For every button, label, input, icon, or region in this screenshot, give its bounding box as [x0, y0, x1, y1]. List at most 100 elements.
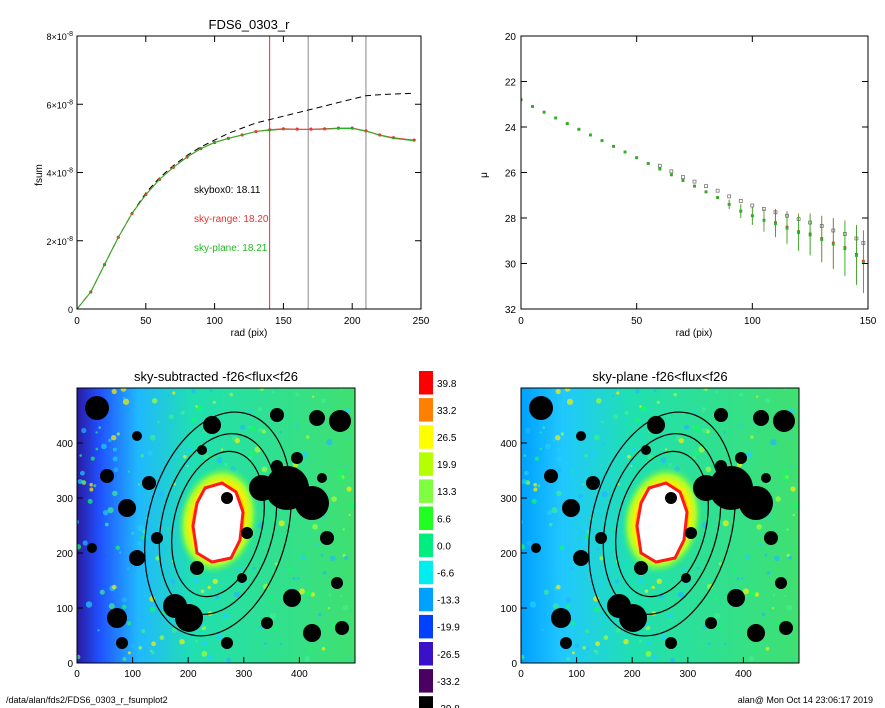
texture-speck	[791, 656, 795, 661]
texture-speck	[771, 607, 775, 610]
texture-speck	[103, 510, 109, 516]
texture-speck	[759, 543, 763, 547]
texture-speck	[130, 643, 136, 648]
masked-source	[560, 637, 572, 649]
texture-speck	[521, 654, 525, 660]
texture-speck	[248, 409, 253, 414]
texture-speck	[624, 410, 629, 415]
masked-source	[529, 396, 553, 420]
texture-speck	[258, 626, 262, 630]
texture-speck	[82, 540, 88, 546]
masked-source	[562, 499, 580, 517]
texture-speck	[257, 427, 263, 433]
texture-speck	[292, 577, 296, 580]
data-point	[861, 260, 865, 264]
texture-speck	[320, 553, 324, 557]
texture-speck	[342, 528, 345, 531]
texture-speck	[529, 601, 537, 608]
texture-speck	[167, 394, 170, 397]
texture-speck	[714, 612, 721, 620]
texture-speck	[764, 398, 770, 404]
data-point	[727, 202, 731, 206]
texture-speck	[169, 414, 174, 420]
colorbar-swatch	[419, 425, 433, 449]
masked-source	[116, 637, 128, 649]
masked-source	[735, 452, 747, 464]
colorbar-label: 13.3	[437, 487, 457, 498]
texture-speck	[635, 388, 640, 394]
texture-speck	[639, 405, 642, 408]
data-point	[819, 224, 824, 228]
texture-speck	[348, 514, 351, 516]
colorbar: 39.8 33.2 26.5 19.9 13.3 6.6 0.0 -6.6 -13.3 -19.9…	[419, 371, 460, 708]
texture-speck	[301, 554, 306, 560]
texture-speck	[595, 641, 600, 647]
texture-speck	[521, 544, 526, 550]
x-tick-label: 100	[124, 669, 141, 680]
texture-speck	[249, 425, 256, 432]
texture-speck	[616, 391, 620, 395]
data-point	[750, 203, 755, 208]
x-tick-label: 200	[624, 669, 641, 680]
texture-speck	[288, 568, 293, 573]
texture-speck	[338, 476, 344, 482]
mu-chart: 0 50 100 150 20 22 24 26 28 30 32 rad (pix) μ	[479, 32, 877, 339]
texture-speck	[254, 645, 258, 648]
masked-source	[203, 416, 221, 434]
data-point	[704, 184, 708, 188]
masked-source	[241, 527, 253, 539]
masked-source	[320, 531, 334, 545]
masked-source	[132, 431, 142, 441]
texture-speck	[119, 551, 122, 554]
texture-speck	[705, 466, 712, 473]
texture-speck	[772, 593, 776, 597]
texture-speck	[127, 470, 130, 473]
y-tick-label: 26	[505, 169, 517, 180]
texture-speck	[591, 450, 598, 456]
y-tick-label: 0	[67, 659, 73, 670]
texture-speck	[718, 562, 722, 566]
y-tick-label: 400	[56, 439, 73, 450]
data-point	[612, 144, 615, 148]
texture-speck	[278, 520, 285, 527]
x-tick-label: 0	[74, 316, 80, 327]
texture-speck	[298, 588, 305, 595]
masked-source	[665, 492, 677, 504]
file-path: /data/alan/fds2/FDS6_0303_r_fsumplot2	[6, 695, 168, 705]
colorbar-label: 6.6	[437, 514, 451, 525]
texture-speck	[547, 510, 553, 516]
texture-speck	[183, 455, 187, 459]
masked-source	[197, 445, 207, 455]
texture-speck	[556, 584, 561, 590]
texture-speck	[206, 654, 213, 661]
texture-speck	[149, 434, 156, 441]
texture-speck	[137, 541, 143, 546]
texture-speck	[556, 456, 562, 462]
texture-speck	[656, 578, 662, 584]
texture-speck	[142, 647, 146, 651]
x-tick-label: 0	[74, 669, 80, 680]
texture-speck	[596, 547, 600, 551]
colorbar-label: -19.9	[437, 623, 460, 634]
texture-speck	[610, 527, 614, 530]
texture-speck	[565, 597, 572, 603]
texture-speck	[539, 431, 542, 434]
texture-speck	[566, 398, 574, 405]
texture-speck	[790, 435, 794, 439]
texture-speck	[97, 629, 100, 632]
texture-speck	[127, 651, 131, 655]
texture-speck	[85, 601, 93, 608]
data-point	[716, 196, 720, 199]
texture-speck	[171, 627, 177, 633]
data-point	[669, 173, 673, 177]
texture-speck	[696, 566, 700, 570]
texture-speck	[116, 432, 120, 436]
texture-speck	[660, 457, 667, 464]
y-tick-label: 20	[505, 32, 517, 43]
texture-speck	[792, 388, 795, 391]
texture-speck	[603, 635, 609, 640]
data-point	[692, 179, 697, 184]
texture-speck	[545, 443, 551, 450]
colorbar-label: -6.6	[437, 568, 455, 579]
